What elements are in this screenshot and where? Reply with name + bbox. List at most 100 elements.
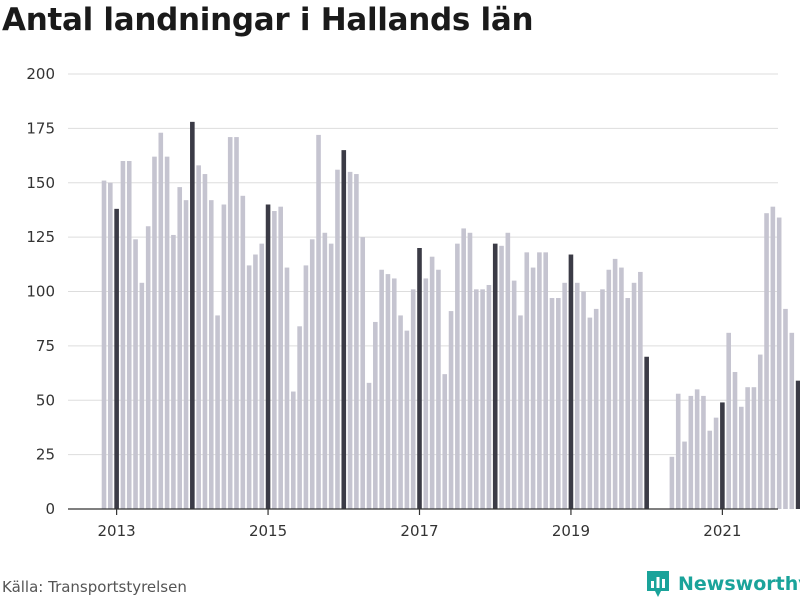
- bar: [524, 252, 530, 509]
- bar: [158, 132, 164, 509]
- bar: [625, 298, 631, 509]
- bar: [556, 298, 561, 509]
- bar: [423, 278, 429, 509]
- bar: [316, 134, 321, 509]
- y-tick-label: 25: [36, 446, 55, 464]
- bar-january: [417, 248, 422, 509]
- y-tick-label: 100: [26, 283, 55, 301]
- bar: [574, 282, 580, 509]
- bar: [259, 243, 265, 509]
- bar: [354, 174, 359, 510]
- bar: [732, 371, 738, 509]
- y-tick-label: 175: [26, 119, 55, 137]
- bar: [253, 254, 258, 509]
- bar-january: [644, 356, 649, 509]
- bar: [455, 243, 460, 509]
- bar: [530, 267, 536, 509]
- y-tick-label: 50: [36, 391, 55, 409]
- bar-january: [720, 402, 725, 509]
- bar: [202, 174, 208, 510]
- x-tick-label: 2019: [552, 522, 590, 540]
- bar: [133, 239, 138, 510]
- bar: [543, 252, 548, 509]
- y-tick-label: 125: [26, 228, 55, 246]
- y-tick-label: 200: [26, 65, 55, 83]
- bar: [669, 456, 675, 509]
- bar: [429, 256, 435, 509]
- bar: [631, 282, 637, 509]
- bar-january: [795, 380, 800, 509]
- bar: [297, 326, 302, 509]
- x-tick-label: 2015: [249, 522, 287, 540]
- bar: [410, 289, 416, 509]
- bar: [335, 169, 340, 509]
- bar: [751, 387, 757, 509]
- bar: [272, 211, 277, 509]
- bar: [436, 269, 441, 509]
- bar: [549, 298, 555, 509]
- bar: [101, 180, 107, 509]
- bar: [789, 332, 795, 509]
- bar: [619, 267, 624, 509]
- bar: [461, 228, 466, 510]
- chart-title: Antal landningar i Hallands län: [2, 2, 534, 38]
- bar: [152, 156, 157, 509]
- bar: [227, 137, 233, 509]
- bar: [612, 258, 618, 509]
- bar: [221, 204, 227, 509]
- bar: [246, 265, 252, 509]
- bar: [581, 291, 586, 509]
- bar: [303, 265, 309, 509]
- bar: [694, 389, 700, 509]
- bar: [757, 354, 763, 509]
- x-axis: 201320152017201920212023: [68, 508, 778, 540]
- bar: [486, 284, 492, 509]
- bar: [783, 308, 788, 509]
- bar: [145, 226, 151, 509]
- bar: [164, 156, 170, 509]
- y-axis-ticks: 0 25 50 75 100 125 150 175 200: [26, 65, 55, 518]
- bar: [328, 243, 334, 509]
- bar: [347, 171, 353, 509]
- newsworthy-logo-icon: [647, 571, 669, 597]
- bar-january: [114, 208, 119, 509]
- bar-january: [265, 204, 271, 509]
- brand-logo[interactable]: Newsworthy: [645, 568, 800, 600]
- bar: [309, 239, 315, 510]
- bar: [537, 252, 542, 509]
- bar: [764, 213, 769, 509]
- bar: [196, 165, 201, 509]
- bar: [291, 391, 296, 509]
- bar: [499, 245, 504, 509]
- bar-january: [341, 150, 347, 509]
- bar: [126, 161, 132, 509]
- bar: [511, 280, 517, 509]
- bar: [776, 217, 782, 510]
- bar: [726, 332, 731, 509]
- bars: [101, 121, 800, 510]
- bar: [391, 278, 397, 509]
- bar: [682, 441, 687, 509]
- bar: [278, 206, 283, 510]
- bar: [593, 308, 599, 509]
- x-tick-label: 2013: [98, 522, 136, 540]
- bar: [713, 417, 719, 509]
- bar: [562, 282, 567, 509]
- bar: [177, 187, 183, 509]
- bar-january: [568, 254, 574, 509]
- bar: [707, 430, 713, 509]
- bar: [770, 206, 776, 510]
- bar: [322, 232, 328, 509]
- bar: [183, 200, 189, 509]
- bar: [518, 315, 523, 509]
- bar: [638, 271, 643, 509]
- y-tick-label: 75: [36, 337, 55, 355]
- bar-january: [190, 121, 195, 509]
- x-tick-label: 2021: [703, 522, 741, 540]
- bar: [120, 161, 126, 509]
- y-tick-label: 150: [26, 174, 55, 192]
- bar: [139, 282, 145, 509]
- bar: [473, 289, 479, 509]
- bar: [688, 395, 694, 509]
